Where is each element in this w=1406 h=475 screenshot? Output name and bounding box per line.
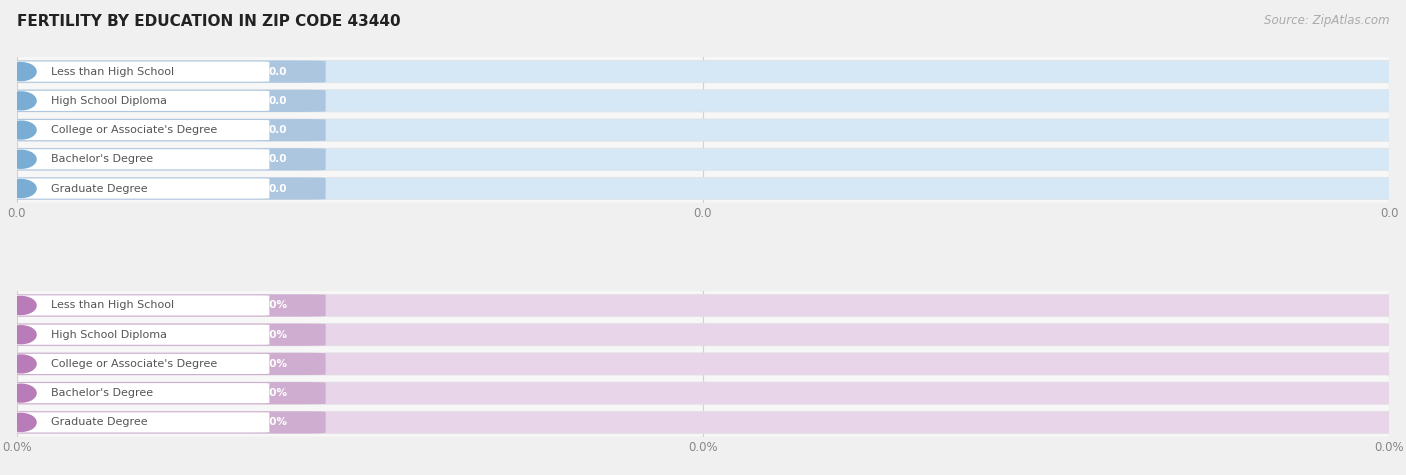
Ellipse shape [6,121,37,139]
FancyBboxPatch shape [0,411,326,434]
FancyBboxPatch shape [0,382,1406,404]
Text: 0.0: 0.0 [269,154,287,164]
Text: High School Diploma: High School Diploma [51,96,167,106]
FancyBboxPatch shape [8,149,270,170]
FancyBboxPatch shape [8,91,270,111]
FancyBboxPatch shape [8,62,270,82]
FancyBboxPatch shape [0,90,326,112]
Ellipse shape [6,180,37,198]
Text: Graduate Degree: Graduate Degree [51,418,148,428]
Text: 0.0: 0.0 [269,183,287,193]
FancyBboxPatch shape [8,120,270,140]
Text: 0.0%: 0.0% [259,301,287,311]
FancyBboxPatch shape [8,179,270,199]
Text: 0.0: 0.0 [269,66,287,76]
Text: 0.0%: 0.0% [259,359,287,369]
Text: Source: ZipAtlas.com: Source: ZipAtlas.com [1264,14,1389,27]
FancyBboxPatch shape [0,148,1406,171]
Text: College or Associate's Degree: College or Associate's Degree [51,125,218,135]
Text: Less than High School: Less than High School [51,66,174,76]
Text: High School Diploma: High School Diploma [51,330,167,340]
FancyBboxPatch shape [0,323,326,346]
FancyBboxPatch shape [0,411,1406,434]
FancyBboxPatch shape [0,119,326,141]
FancyBboxPatch shape [0,119,1406,141]
Ellipse shape [6,92,37,110]
FancyBboxPatch shape [0,294,326,316]
FancyBboxPatch shape [8,324,270,345]
Text: 0.0%: 0.0% [259,388,287,398]
FancyBboxPatch shape [0,90,1406,112]
Text: Bachelor's Degree: Bachelor's Degree [51,154,153,164]
Ellipse shape [6,151,37,168]
FancyBboxPatch shape [0,323,1406,346]
FancyBboxPatch shape [0,60,326,83]
Text: 0.0%: 0.0% [259,330,287,340]
FancyBboxPatch shape [8,354,270,374]
Text: College or Associate's Degree: College or Associate's Degree [51,359,218,369]
Text: 0.0: 0.0 [269,125,287,135]
Text: 0.0%: 0.0% [259,418,287,428]
Ellipse shape [6,63,37,81]
Text: Less than High School: Less than High School [51,301,174,311]
Ellipse shape [6,326,37,343]
FancyBboxPatch shape [0,178,1406,200]
Ellipse shape [6,296,37,314]
FancyBboxPatch shape [0,353,326,375]
FancyBboxPatch shape [8,383,270,403]
FancyBboxPatch shape [0,353,1406,375]
Ellipse shape [6,413,37,431]
FancyBboxPatch shape [8,295,270,315]
Text: 0.0: 0.0 [269,96,287,106]
Ellipse shape [6,384,37,402]
FancyBboxPatch shape [0,148,326,171]
Text: FERTILITY BY EDUCATION IN ZIP CODE 43440: FERTILITY BY EDUCATION IN ZIP CODE 43440 [17,14,401,29]
Text: Bachelor's Degree: Bachelor's Degree [51,388,153,398]
FancyBboxPatch shape [0,382,326,404]
FancyBboxPatch shape [0,60,1406,83]
FancyBboxPatch shape [8,412,270,432]
Text: Graduate Degree: Graduate Degree [51,183,148,193]
FancyBboxPatch shape [0,294,1406,316]
FancyBboxPatch shape [0,178,326,200]
Ellipse shape [6,355,37,373]
